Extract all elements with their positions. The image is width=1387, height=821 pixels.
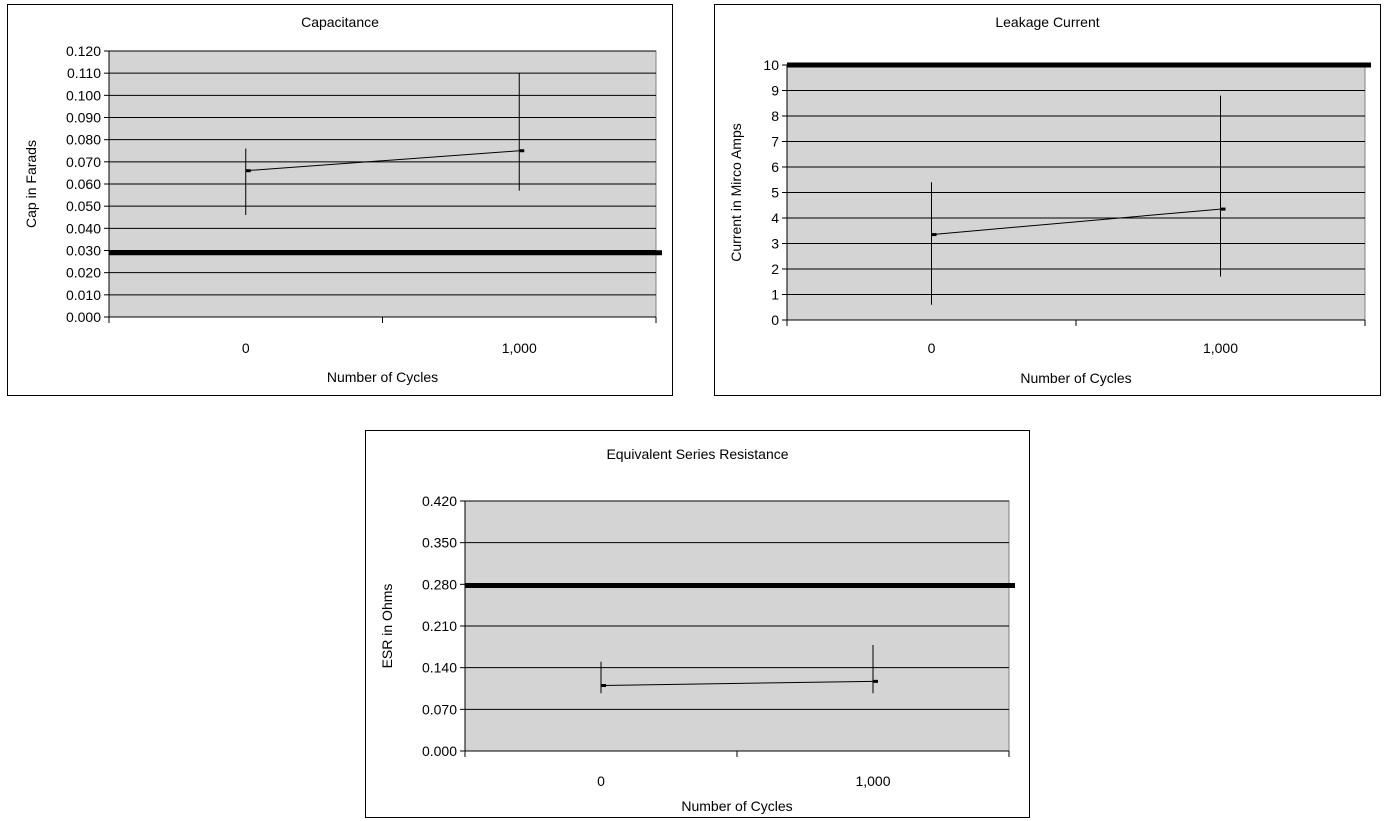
y-tick-label: 1 [771,287,779,303]
y-tick-label: 0.090 [66,110,101,126]
y-tick-label: 0.140 [422,660,457,676]
data-point [1220,207,1226,211]
y-tick-label: 10 [763,57,779,73]
y-tick-label: 0.350 [422,535,457,551]
data-point [245,169,251,173]
y-tick-label: 4 [771,210,779,226]
y-axis-label: Cap in Farads [23,140,39,228]
leakage-current-chart-svg: Leakage Current 0 1 2 3 4 5 6 7 8 9 10 0 1,000 Number … [728,14,1371,386]
y-tick-label: 7 [771,134,779,150]
y-tick-label: 2 [771,261,779,277]
x-tick-label: 0 [242,340,250,356]
y-tick-label: 0.080 [66,132,101,148]
y-tick-label: 0.280 [422,576,457,592]
y-tick-label: 0.420 [422,493,457,509]
esr-chart: Equivalent Series Resistance 0.000 0.070 0.… [365,430,1030,818]
chart-title: Capacitance [301,14,379,30]
x-tick-label: 1,000 [1203,340,1238,356]
y-tick-label: 0.010 [66,287,101,303]
data-point [519,149,525,153]
x-tick-label: 1,000 [502,340,537,356]
y-tick-label: 0 [771,312,779,328]
data-point [931,233,937,237]
chart-title: Leakage Current [995,14,1099,30]
capacitance-chart-svg: Capacitance 0.000 0.010 0.020 0.030 0.040 0.05… [23,14,662,385]
x-tick-label: 0 [928,340,936,356]
y-tick-label: 0.060 [66,176,101,192]
esr-chart-svg: Equivalent Series Resistance 0.000 0.070 0.… [379,446,1015,814]
y-tick-label: 0.000 [66,309,101,325]
series-line [600,680,874,687]
series-line [931,208,1221,236]
y-tick-label: 5 [771,185,779,201]
series-line [245,150,520,172]
y-tick-label: 0.070 [66,154,101,170]
y-tick-label: 0.070 [422,701,457,717]
y-tick-label: 9 [771,83,779,99]
y-tick-label: 6 [771,159,779,175]
x-tick-label: 1,000 [855,773,890,789]
y-tick-label: 0.050 [66,198,101,214]
y-tick-label: 0.110 [67,65,101,81]
y-tick-label: 0.000 [422,743,457,759]
y-tick-label: 3 [771,236,779,252]
y-tick-label: 0.040 [66,220,101,236]
data-point [873,679,878,683]
y-tick-label: 0.210 [422,618,457,634]
x-axis-label: Number of Cycles [327,369,438,385]
y-tick-label: 0.020 [66,265,101,281]
data-point [601,684,606,688]
y-tick-label: 0.120 [66,43,101,59]
y-axis-label: ESR in Ohms [379,584,395,669]
x-axis-label: Number of Cycles [681,798,792,814]
x-tick-label: 0 [597,773,605,789]
leakage-current-chart: Leakage Current 0 1 2 3 4 5 6 7 8 9 10 0 1,000 Number … [714,4,1381,396]
x-axis-label: Number of Cycles [1020,370,1131,386]
chart-title: Equivalent Series Resistance [606,446,788,462]
y-axis-label: Current in Mirco Amps [728,123,744,261]
y-tick-label: 8 [771,108,779,124]
y-tick-label: 0.030 [66,243,101,259]
y-tick-label: 0.100 [66,87,101,103]
capacitance-chart: Capacitance 0.000 0.010 0.020 0.030 0.040 0.05… [7,4,673,396]
